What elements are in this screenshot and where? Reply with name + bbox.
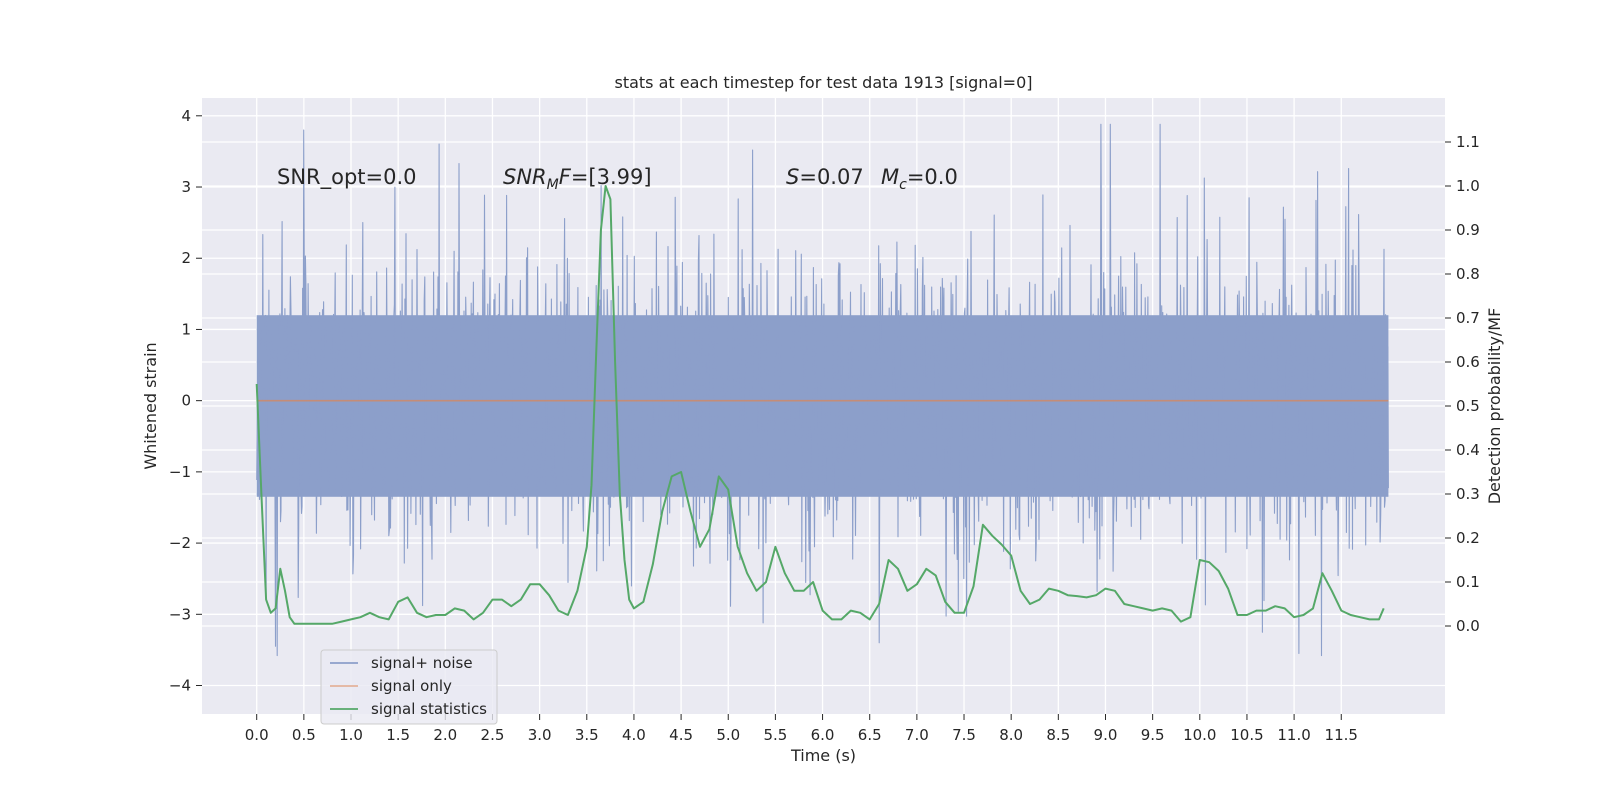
y2-tick-label: 0.6 — [1456, 353, 1480, 371]
x-tick-label: 4.5 — [669, 726, 693, 744]
annotation-snr-mf-main: SNR — [503, 165, 547, 189]
x-tick-label: 10.5 — [1230, 726, 1263, 744]
y-tick-label: −2 — [169, 534, 191, 552]
series-signal-noise — [256, 123, 1389, 657]
x-tick-label: 8.0 — [999, 726, 1023, 744]
y2-tick-label: 0.3 — [1456, 485, 1480, 503]
annotation-mc: Mc=0.0 — [881, 165, 958, 193]
y2-tick-label: 0.1 — [1456, 573, 1480, 591]
annotation-snr-mf: SNRMF=[3.99] — [503, 165, 652, 193]
y2-tick-label: 0.5 — [1456, 397, 1480, 415]
annotation-s-main: S — [786, 165, 799, 189]
annotation-s-value: =0.07 — [799, 165, 863, 189]
annotation-snr-mf-f: F — [559, 165, 572, 189]
y2-axis-label: Detection probability/MF — [1485, 308, 1504, 505]
legend-box — [320, 649, 498, 725]
y2-tick-label: 0.0 — [1456, 617, 1480, 635]
y2-tick-label: 0.2 — [1456, 529, 1480, 547]
y2-tick-label: 0.4 — [1456, 441, 1480, 459]
series-signal-statistics — [255, 185, 1385, 625]
x-tick-label: 2.5 — [481, 726, 505, 744]
legend: signal+ noise signal only signal statist… — [320, 649, 498, 725]
annotation-s: S=0.07 — [786, 165, 864, 189]
x-tick-label: 3.5 — [575, 726, 599, 744]
x-tick-label: 9.0 — [1094, 726, 1118, 744]
annotation-snr-mf-sub: M — [547, 177, 559, 193]
y-tick-label: 4 — [181, 107, 191, 125]
x-tick-label: 6.0 — [811, 726, 835, 744]
chart-title: stats at each timestep for test data 191… — [614, 73, 1032, 92]
annotation-snr-opt: SNR_opt=0.0 — [277, 165, 417, 190]
y-tick-label: 2 — [181, 249, 191, 267]
x-tick-label: 7.0 — [905, 726, 929, 744]
y-tick-label: 3 — [181, 178, 191, 196]
y-tick-label: −1 — [169, 463, 191, 481]
line-series — [255, 185, 1389, 625]
y2-tick-label: 1.1 — [1456, 133, 1480, 151]
ticks: 0.0 0.5 1.0 1.5 2.0 2.5 3.0 3.5 4.0 4.5 5.0 5.5 6.0 6… — [169, 107, 1480, 744]
x-tick-label: 0.5 — [292, 726, 316, 744]
legend-label-noise: signal+ noise — [371, 654, 473, 672]
x-tick-label: 0.0 — [245, 726, 269, 744]
x-tick-label: 2.0 — [433, 726, 457, 744]
x-tick-label: 4.0 — [622, 726, 646, 744]
x-tick-label: 11.0 — [1277, 726, 1310, 744]
x-tick-label: 8.5 — [1046, 726, 1070, 744]
x-tick-label: 5.5 — [763, 726, 787, 744]
y-tick-label: 1 — [181, 320, 191, 338]
y2-tick-label: 0.7 — [1456, 309, 1480, 327]
y2-tick-label: 0.9 — [1456, 221, 1480, 239]
x-tick-label: 7.5 — [952, 726, 976, 744]
x-tick-label: 9.5 — [1141, 726, 1165, 744]
legend-label-stats: signal statistics — [371, 700, 487, 718]
legend-label-signal: signal only — [371, 677, 452, 695]
y-tick-label: −4 — [169, 677, 191, 695]
y-tick-label: 0 — [181, 392, 191, 410]
x-axis-label: Time (s) — [790, 746, 856, 765]
annotation-mc-sub: c — [899, 177, 907, 193]
x-tick-label: 5.0 — [716, 726, 740, 744]
x-tick-label: 6.5 — [858, 726, 882, 744]
annotation-mc-value: =0.0 — [907, 165, 958, 189]
y2-tick-label: 0.8 — [1456, 265, 1480, 283]
annotation-snr-mf-value: =[3.99] — [571, 165, 652, 189]
x-tick-label: 1.0 — [339, 726, 363, 744]
y-tick-label: −3 — [169, 605, 191, 623]
annotation-mc-main: M — [881, 165, 899, 189]
x-tick-label: 10.0 — [1183, 726, 1216, 744]
y2-tick-label: 1.0 — [1456, 177, 1480, 195]
noise-series — [256, 123, 1389, 657]
x-tick-label: 1.5 — [386, 726, 410, 744]
y-axis-label: Whitened strain — [141, 342, 160, 469]
x-tick-label: 3.0 — [528, 726, 552, 744]
x-tick-label: 11.5 — [1325, 726, 1358, 744]
